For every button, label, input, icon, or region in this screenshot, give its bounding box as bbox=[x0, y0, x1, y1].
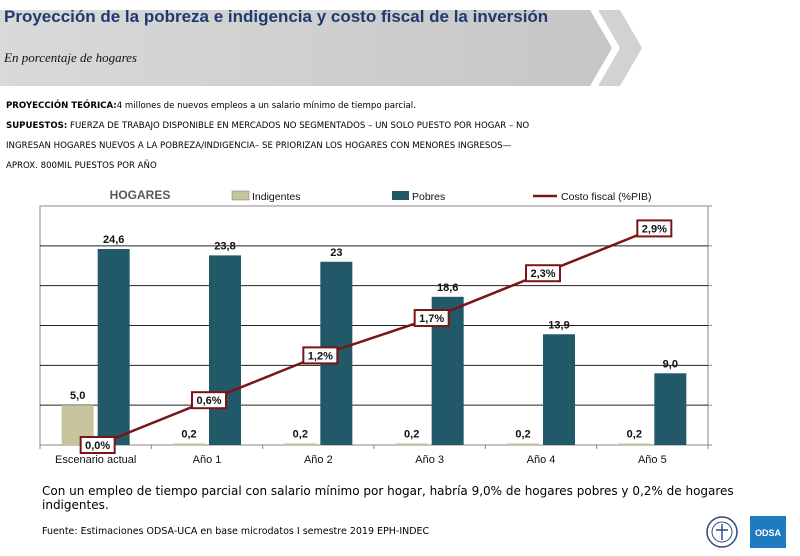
notes-line-1: PROYECCIÓN TEÓRICA:4 millones de nuevos … bbox=[6, 96, 646, 116]
page-title: Proyección de la pobreza e indigencia y … bbox=[4, 7, 549, 26]
chart: HOGARES Indigentes Pobres Costo fiscal (%PI… bbox=[39, 188, 712, 466]
notes-label-1: PROYECCIÓN TEÓRICA: bbox=[6, 101, 117, 111]
bar-pobres bbox=[97, 249, 130, 445]
odsa-logo-text: ODSA bbox=[755, 528, 782, 538]
data-label-costo-fiscal: 0,0% bbox=[85, 440, 110, 452]
data-label-box-costo-fiscal bbox=[525, 264, 561, 283]
legend-label-costo-fiscal: Costo fiscal (%PIB) bbox=[561, 191, 651, 203]
bar-indigentes bbox=[618, 443, 651, 445]
data-label-pobres: 23 bbox=[330, 247, 342, 259]
data-label-box-costo-fiscal bbox=[636, 219, 673, 238]
x-tick-label: Año 1 bbox=[193, 454, 222, 466]
bar-pobres bbox=[654, 373, 687, 445]
data-label-costo-fiscal: 0,6% bbox=[196, 395, 221, 407]
data-label-costo-fiscal: 1,2% bbox=[308, 350, 333, 362]
data-label-costo-fiscal: 1,7% bbox=[419, 313, 444, 325]
data-label-indigentes: 0,2 bbox=[181, 428, 196, 440]
x-tick-label: Año 4 bbox=[527, 454, 556, 466]
page-subtitle: En porcentaje de hogares bbox=[4, 50, 137, 65]
bar-indigentes bbox=[507, 443, 539, 445]
data-label-pobres: 23,8 bbox=[214, 240, 235, 252]
bar-pobres bbox=[209, 255, 241, 445]
notes-label-2: SUPUESTOS: bbox=[6, 121, 68, 131]
x-tick-label: Año 3 bbox=[415, 454, 444, 466]
odsa-logo bbox=[750, 516, 786, 548]
data-label-box-costo-fiscal bbox=[79, 436, 116, 454]
data-label-indigentes: 0,2 bbox=[404, 428, 419, 440]
data-label-box-costo-fiscal bbox=[302, 346, 339, 365]
uca-seal-icon bbox=[706, 516, 738, 548]
bar-pobres bbox=[543, 334, 575, 445]
banner-chevron-1 bbox=[598, 10, 642, 86]
notes-text-1: 4 millones de nuevos empleos a un salari… bbox=[116, 101, 416, 111]
data-label-pobres: 24,6 bbox=[103, 234, 124, 246]
x-tick-label: Año 2 bbox=[304, 454, 333, 466]
x-tick-label: Año 5 bbox=[638, 454, 667, 466]
data-label-box-costo-fiscal bbox=[413, 309, 450, 328]
notes-line-3: INGRESAN HOGARES NUEVOS A LA POBREZA/IND… bbox=[6, 141, 512, 151]
bar-indigentes bbox=[284, 443, 317, 445]
source-text: Fuente: Estimaciones ODSA-UCA en base mi… bbox=[42, 526, 430, 537]
data-label-indigentes: 0,2 bbox=[293, 428, 308, 440]
data-label-costo-fiscal: 2,3% bbox=[530, 268, 555, 280]
bar-indigentes bbox=[173, 443, 205, 445]
chart-title: HOGARES bbox=[110, 188, 171, 202]
bar-indigentes bbox=[395, 443, 428, 445]
data-label-pobres: 9,0 bbox=[663, 358, 678, 370]
x-tick-label: Escenario actual bbox=[55, 454, 136, 466]
notes-line-2: SUPUESTOS: FUERZA DE TRABAJO DISPONIBLE … bbox=[6, 116, 646, 136]
legend-swatch-pobres bbox=[392, 191, 409, 200]
chart-notes: PROYECCIÓN TEÓRICA:4 millones de nuevos … bbox=[6, 96, 646, 176]
legend-swatch-indigentes bbox=[231, 190, 250, 201]
data-label-indigentes: 0,2 bbox=[627, 428, 642, 440]
data-label-box-costo-fiscal bbox=[191, 391, 227, 410]
legend-label-indigentes: Indigentes bbox=[252, 191, 300, 203]
conclusion-text: Con un empleo de tiempo parcial con sala… bbox=[42, 484, 734, 512]
logos: ODSA bbox=[706, 516, 786, 548]
data-label-indigentes: 5,0 bbox=[70, 390, 85, 402]
data-label-pobres: 13,9 bbox=[548, 319, 569, 331]
notes-line-4: APROX. 800MIL PUESTOS POR AÑO bbox=[6, 161, 157, 171]
series-line-costo-fiscal bbox=[97, 227, 655, 447]
header-banner bbox=[0, 10, 642, 86]
legend-label-pobres: Pobres bbox=[412, 191, 445, 203]
notes-text-2: FUERZA DE TRABAJO DISPONIBLE EN MERCADOS… bbox=[67, 121, 530, 131]
data-label-indigentes: 0,2 bbox=[515, 428, 530, 440]
data-label-pobres: 18,6 bbox=[437, 282, 458, 294]
data-label-costo-fiscal: 2,9% bbox=[642, 223, 667, 235]
